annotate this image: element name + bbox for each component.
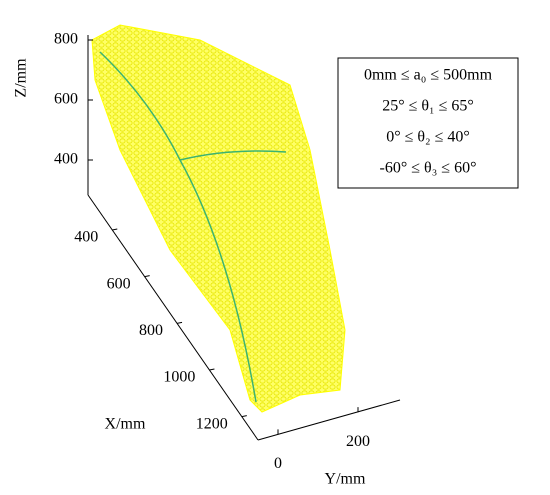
y-tick-label: 200 — [346, 433, 370, 450]
annotation-box — [337, 57, 519, 189]
z-axis-label: Z/mm — [13, 58, 30, 98]
x-tick — [112, 228, 118, 231]
y-axis — [257, 399, 401, 441]
annotation: 25° ≤ θ₁ ≤ 65° — [382, 98, 474, 115]
x-axis — [87, 194, 259, 441]
boundary-curve — [99, 51, 257, 403]
x-axis-label: X/mm — [105, 416, 146, 433]
x-tick-label: 800 — [139, 322, 163, 339]
z-tick-label: 800 — [54, 31, 78, 48]
x-tick-label: 1000 — [163, 369, 195, 386]
axes — [87, 35, 401, 441]
x-tick-label: 400 — [74, 229, 98, 246]
x-tick-label: 600 — [107, 275, 131, 292]
annotation: -60° ≤ θ₃ ≤ 60° — [380, 160, 477, 177]
z-tick-label: 400 — [54, 151, 78, 168]
x-tick — [144, 275, 150, 278]
y-axis-label: Y/mm — [325, 471, 366, 488]
x-tick-label: 1200 — [196, 415, 228, 432]
workspace-point-cloud — [91, 24, 346, 413]
x-tick — [209, 368, 215, 371]
annotation: 0° ≤ θ₂ ≤ 40° — [386, 129, 470, 146]
y-tick-label: 0 — [274, 455, 282, 472]
x-tick — [241, 415, 247, 418]
z-tick-label: 600 — [54, 91, 78, 108]
boundary-curve — [179, 150, 287, 161]
x-tick — [176, 321, 183, 324]
annotation: 0mm ≤ a₀ ≤ 500mm — [364, 67, 493, 84]
